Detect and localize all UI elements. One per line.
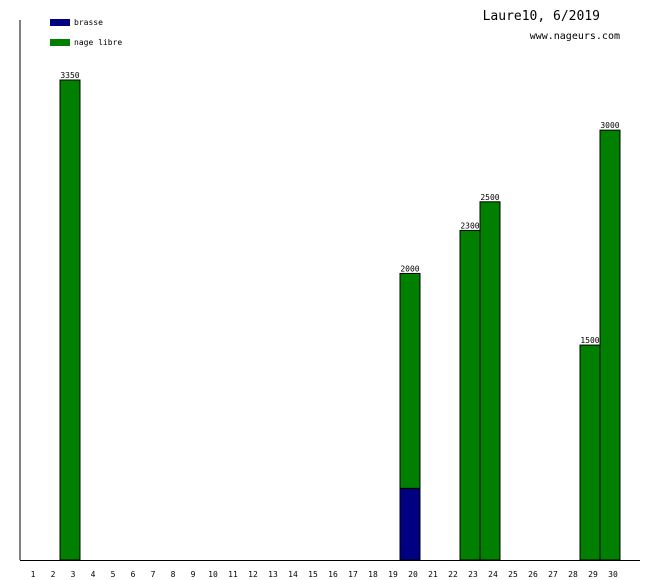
x-tick-label-22: 22 [448, 570, 458, 579]
bar-nage-libre-19 [399, 272, 421, 489]
x-tick-label-2: 2 [51, 570, 56, 579]
x-tick-label-18: 18 [368, 570, 378, 579]
x-tick-label-28: 28 [568, 570, 578, 579]
chart-title: Laure10, 6/2019 [482, 9, 600, 24]
x-tick-label-20: 20 [408, 570, 418, 579]
x-tick-label-21: 21 [428, 570, 438, 579]
legend-item-brasse: brasse [50, 17, 103, 27]
data-label-29: 3000 [600, 121, 619, 130]
legend-label-brasse: brasse [74, 17, 103, 27]
bar-nage-libre-22 [459, 229, 481, 561]
x-tick-label-16: 16 [328, 570, 338, 579]
x-tick-label-19: 19 [388, 570, 398, 579]
x-tick-label-14: 14 [288, 570, 298, 579]
x-tick-label-26: 26 [528, 570, 538, 579]
bar-nage-libre-29 [599, 129, 621, 561]
x-tick-label-24: 24 [488, 570, 498, 579]
legend-swatch-nage-libre [50, 38, 70, 46]
legend-item-nage-libre: nage libre [50, 37, 122, 47]
legend-swatch-brasse [50, 18, 70, 26]
bar-brasse-19 [399, 487, 421, 561]
x-tick-label-8: 8 [171, 570, 176, 579]
x-tick-label-3: 3 [71, 570, 76, 579]
data-label-19: 2000 [400, 264, 419, 273]
legend-label-nage-libre: nage libre [74, 37, 123, 47]
x-tick-label-29: 29 [588, 570, 598, 579]
x-tick-label-25: 25 [508, 570, 518, 579]
x-tick-label-13: 13 [268, 570, 278, 579]
x-tick-label-5: 5 [111, 570, 116, 579]
bar-nage-libre-2 [59, 79, 81, 561]
x-tick-label-30: 30 [608, 570, 618, 579]
bar-nage-libre-23 [479, 201, 501, 561]
x-tick-label-7: 7 [151, 570, 156, 579]
x-tick-label-23: 23 [468, 570, 478, 579]
x-tick-label-4: 4 [91, 570, 96, 579]
data-label-23: 2500 [480, 193, 499, 202]
x-tick-label-15: 15 [308, 570, 318, 579]
x-tick-label-11: 11 [228, 570, 238, 579]
x-tick-label-12: 12 [248, 570, 258, 579]
x-tick-label-9: 9 [191, 570, 196, 579]
x-tick-label-10: 10 [208, 570, 218, 579]
chart-subtitle: www.nageurs.com [529, 31, 620, 42]
x-tick-label-1: 1 [31, 570, 36, 579]
bar-nage-libre-28 [579, 344, 601, 561]
x-tick-label-17: 17 [348, 570, 358, 579]
x-tick-label-6: 6 [131, 570, 136, 579]
data-label-28: 1500 [580, 336, 599, 345]
x-tick-label-27: 27 [548, 570, 558, 579]
data-label-2: 3350 [60, 71, 79, 80]
data-label-22: 2300 [460, 221, 479, 230]
